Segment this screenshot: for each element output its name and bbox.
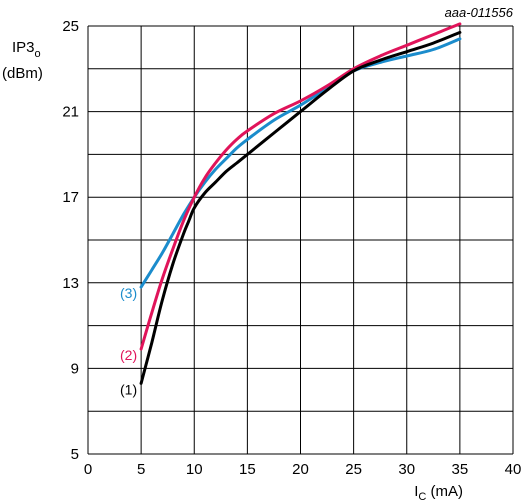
y-tick-label: 5 (71, 446, 79, 463)
x-tick-label: 30 (398, 461, 415, 478)
y-tick-label: 21 (62, 104, 79, 121)
y-tick-labels: 5 9 13 17 21 25 (62, 18, 79, 463)
x-tick-label: 20 (292, 461, 309, 478)
x-tick-label: 25 (345, 461, 362, 478)
y-tick-label: 9 (71, 360, 79, 377)
x-axis-label: IC (mA) (414, 483, 463, 503)
figure-id-label: aaa-011556 (445, 5, 514, 20)
series-line-1 (139, 30, 462, 385)
x-tick-labels: 0 5 10 15 20 25 30 35 40 (84, 461, 522, 478)
x-tick-label: 0 (84, 461, 92, 478)
series-line-2 (139, 22, 462, 351)
y-axis-label: IP3o (12, 39, 41, 60)
x-tick-label: 40 (505, 461, 522, 478)
data-curves (139, 22, 462, 385)
x-tick-label: 35 (452, 461, 469, 478)
series-label-3: (3) (120, 285, 137, 301)
y-axis-unit: (dBm) (2, 65, 43, 82)
x-tick-label: 5 (137, 461, 145, 478)
y-tick-label: 13 (62, 275, 79, 292)
series-label-1: (1) (120, 381, 137, 397)
y-tick-label: 25 (62, 18, 79, 35)
x-tick-label: 15 (239, 461, 256, 478)
grid-lines (87, 25, 514, 455)
series-line-3 (139, 37, 462, 289)
y-tick-label: 17 (62, 189, 79, 206)
series-label-2: (2) (120, 347, 137, 363)
series-labels: (1) (2) (3) (120, 285, 137, 397)
x-tick-label: 10 (186, 461, 203, 478)
